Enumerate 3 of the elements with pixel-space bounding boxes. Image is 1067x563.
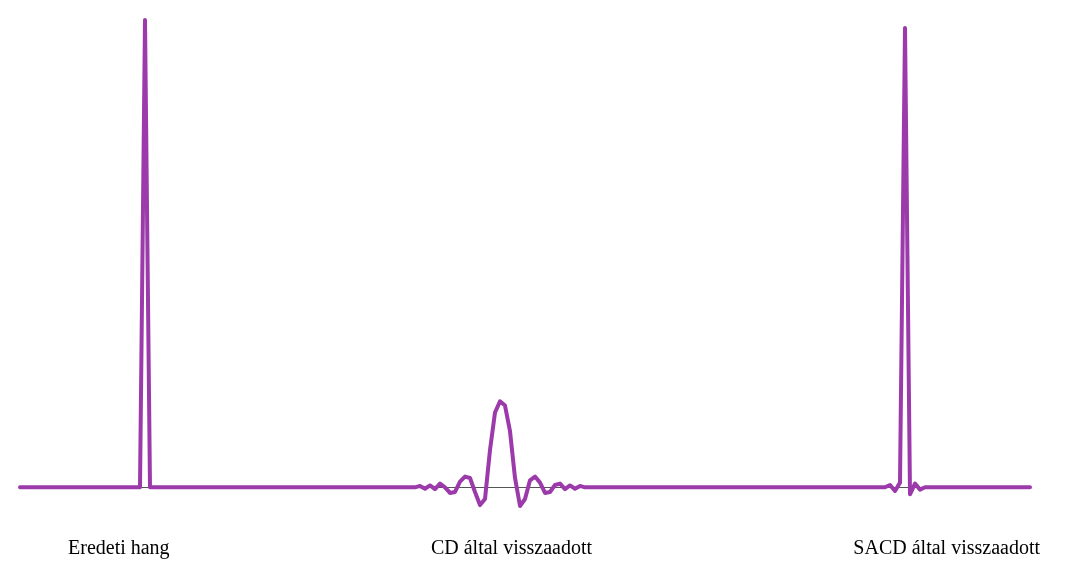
text: Eredeti hang (68, 536, 170, 559)
text: CD által visszaadott (430, 536, 593, 559)
text: SACD által visszaadott (853, 536, 1040, 559)
